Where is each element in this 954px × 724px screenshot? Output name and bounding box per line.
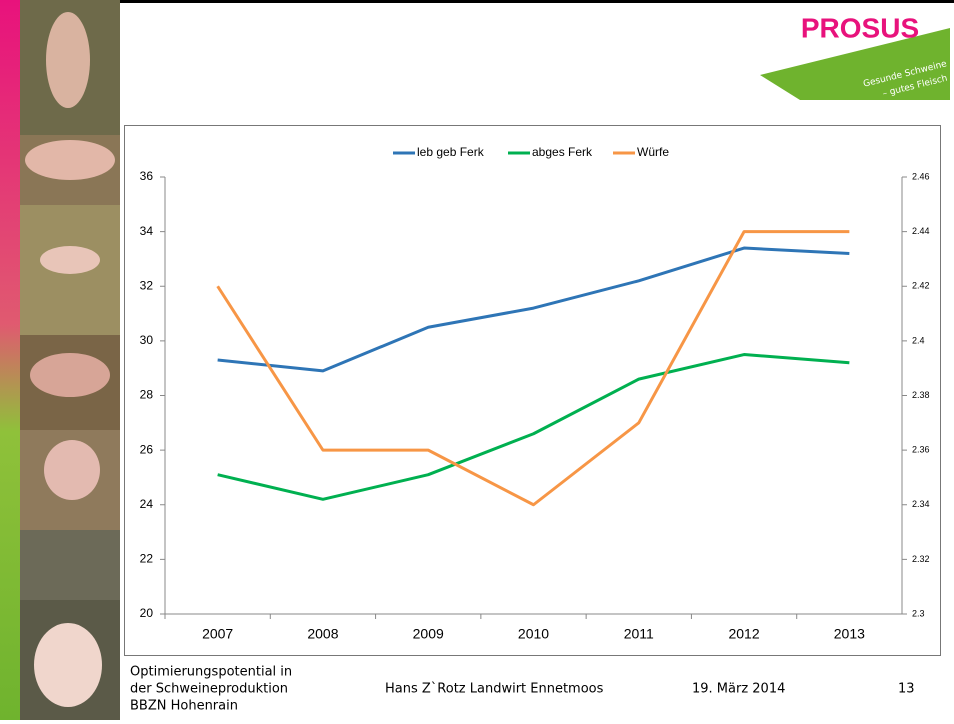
footer-course: BBZN Hohenrain [130,699,238,714]
y-tick-label: 34 [140,224,154,238]
footer: Optimierungspotential in der Schweinepro… [130,665,915,714]
y2-tick-label: 2.34 [912,499,930,509]
photo [46,12,90,108]
photo [44,440,100,500]
y-tick-label: 20 [140,606,154,620]
page: PROSUS Gesunde Schweine – gutes Fleisch … [0,0,954,724]
y-tick-label: 22 [140,552,154,566]
photo-column [20,0,120,720]
y2-tick-label: 2.36 [912,445,930,455]
x-tick-label: 2010 [518,626,549,642]
y-tick-label: 24 [140,497,154,511]
photo [20,530,120,600]
footer-author: Hans Z`Rotz Landwirt Ennetmoos [385,682,604,697]
logo: PROSUS Gesunde Schweine – gutes Fleisch [760,12,950,100]
photo [40,246,100,274]
x-tick-label: 2007 [202,626,233,642]
color-strip [0,0,20,720]
y2-tick-label: 2.46 [912,171,930,181]
y-tick-label: 26 [140,442,154,456]
y2-tick-label: 2.4 [912,335,925,345]
photo [25,140,115,180]
top-border [0,0,954,3]
x-tick-label: 2009 [413,626,444,642]
footer-course: der Schweineproduktion [130,682,288,697]
legend-label: Würfe [637,145,669,159]
legend-label: abges Ferk [532,145,593,159]
footer-date: 19. März 2014 [692,682,785,697]
y-tick-label: 36 [140,169,154,183]
y2-tick-label: 2.3 [912,608,925,618]
photo [30,353,110,397]
x-tick-label: 2013 [834,626,865,642]
legend-label: leb geb Ferk [417,145,485,159]
y2-tick-label: 2.32 [912,554,930,564]
chart-frame [125,126,941,656]
y2-tick-label: 2.42 [912,281,930,291]
footer-course: Optimierungspotential in [130,665,292,680]
logo-name: PROSUS [801,12,919,43]
photo [34,623,102,707]
y2-tick-label: 2.38 [912,390,930,400]
y2-tick-label: 2.44 [912,226,930,236]
x-tick-label: 2011 [624,626,654,642]
y-tick-label: 32 [140,278,154,292]
y-tick-label: 30 [140,333,154,347]
x-tick-label: 2008 [307,626,338,642]
y-tick-label: 28 [140,388,154,402]
x-tick-label: 2012 [728,626,759,642]
slide: PROSUS Gesunde Schweine – gutes Fleisch … [0,0,954,720]
footer-page: 13 [898,682,915,697]
